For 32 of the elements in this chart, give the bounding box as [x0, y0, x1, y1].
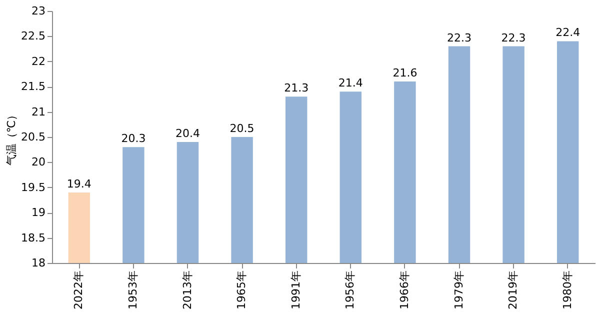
y-tick-label: 19	[32, 206, 46, 220]
y-tick-label: 21.5	[21, 80, 46, 94]
x-tick-label: 1966年	[398, 270, 411, 310]
y-tick-label: 21	[32, 105, 46, 118]
x-tick-label: 1965年	[235, 270, 248, 310]
x-tick-label: 1980年	[560, 270, 574, 310]
data-label: 21.3	[284, 82, 309, 95]
y-tick-label: 22.5	[21, 30, 46, 43]
y-axis-title: 气温（℃）	[5, 109, 18, 166]
x-tick-label: 2022年	[72, 270, 86, 310]
y-tick-label: 20	[32, 156, 46, 169]
y-tick-label: 19.5	[21, 180, 46, 194]
data-label: 20.4	[176, 127, 200, 140]
data-label: 21.6	[392, 66, 418, 80]
data-label: 22.4	[556, 26, 580, 40]
data-label: 21.4	[338, 76, 363, 90]
data-label: 20.3	[121, 132, 146, 146]
data-label: 22.3	[447, 31, 472, 44]
x-tick-label: 1956年	[344, 270, 357, 310]
x-tick-label: 2013年	[180, 270, 194, 310]
x-tick-label: 1979年	[452, 270, 466, 310]
y-tick-label: 18	[32, 256, 46, 270]
x-tick-label: 2019年	[506, 270, 520, 310]
x-tick-label: 1953年	[126, 270, 140, 310]
y-tick-label: 22	[32, 54, 46, 68]
data-label: 19.4	[66, 177, 92, 190]
x-tick-label: 1991年	[289, 270, 302, 310]
data-label: 20.5	[230, 122, 254, 135]
y-tick-label: 23	[32, 4, 46, 18]
y-tick-label: 18.5	[21, 231, 46, 244]
data-label: 22.3	[501, 31, 526, 44]
y-tick-label: 20.5	[21, 130, 46, 144]
